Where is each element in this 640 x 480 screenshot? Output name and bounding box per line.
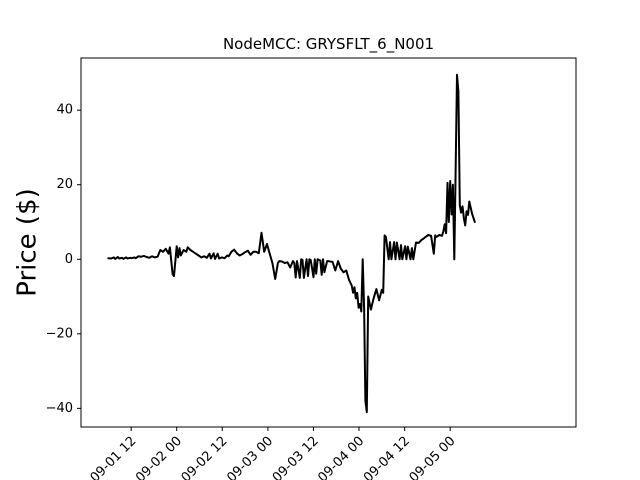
y-tick-label: −20 — [46, 326, 73, 341]
x-tick-label: 09-03 00 — [224, 434, 276, 480]
y-axis-ticks: 40 20 0 −20 −40 — [46, 103, 81, 416]
y-tick-label: −40 — [46, 401, 73, 416]
x-tick-label: 09-02 00 — [133, 434, 185, 480]
x-tick-label: 09-05 00 — [407, 434, 459, 480]
y-axis-label: Price ($) — [13, 188, 43, 297]
x-tick-label: 09-01 12 — [88, 434, 140, 480]
series-layer — [108, 75, 475, 412]
chart-title: NodeMCC: GRYSFLT_6_N001 — [223, 35, 434, 54]
y-tick-label: 40 — [56, 103, 73, 118]
y-tick-label: 0 — [65, 252, 73, 267]
x-tick-label: 09-02 12 — [179, 434, 231, 480]
x-tick-label: 09-04 12 — [361, 434, 413, 480]
x-tick-label: 09-03 12 — [270, 434, 322, 480]
series-line — [108, 75, 475, 412]
x-tick-label: 09-04 00 — [315, 434, 367, 480]
y-tick-label: 20 — [56, 177, 73, 192]
plot-area-frame — [81, 58, 576, 427]
